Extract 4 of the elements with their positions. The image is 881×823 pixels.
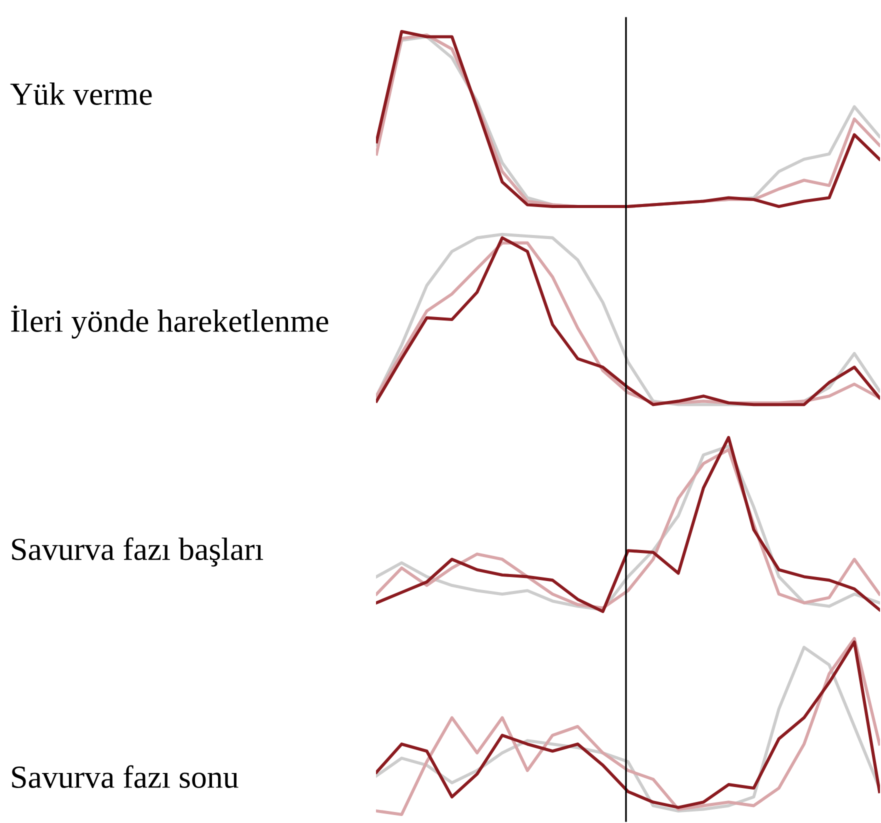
y-axis-title: Yük verme [10, 82, 152, 105]
y-axis-title: Savurva fazı sonu [12, 765, 238, 788]
y-axis-title: İleri yönde hareketlenme [11, 305, 328, 339]
y-axis-title: Savurva fazı başları [12, 537, 264, 567]
